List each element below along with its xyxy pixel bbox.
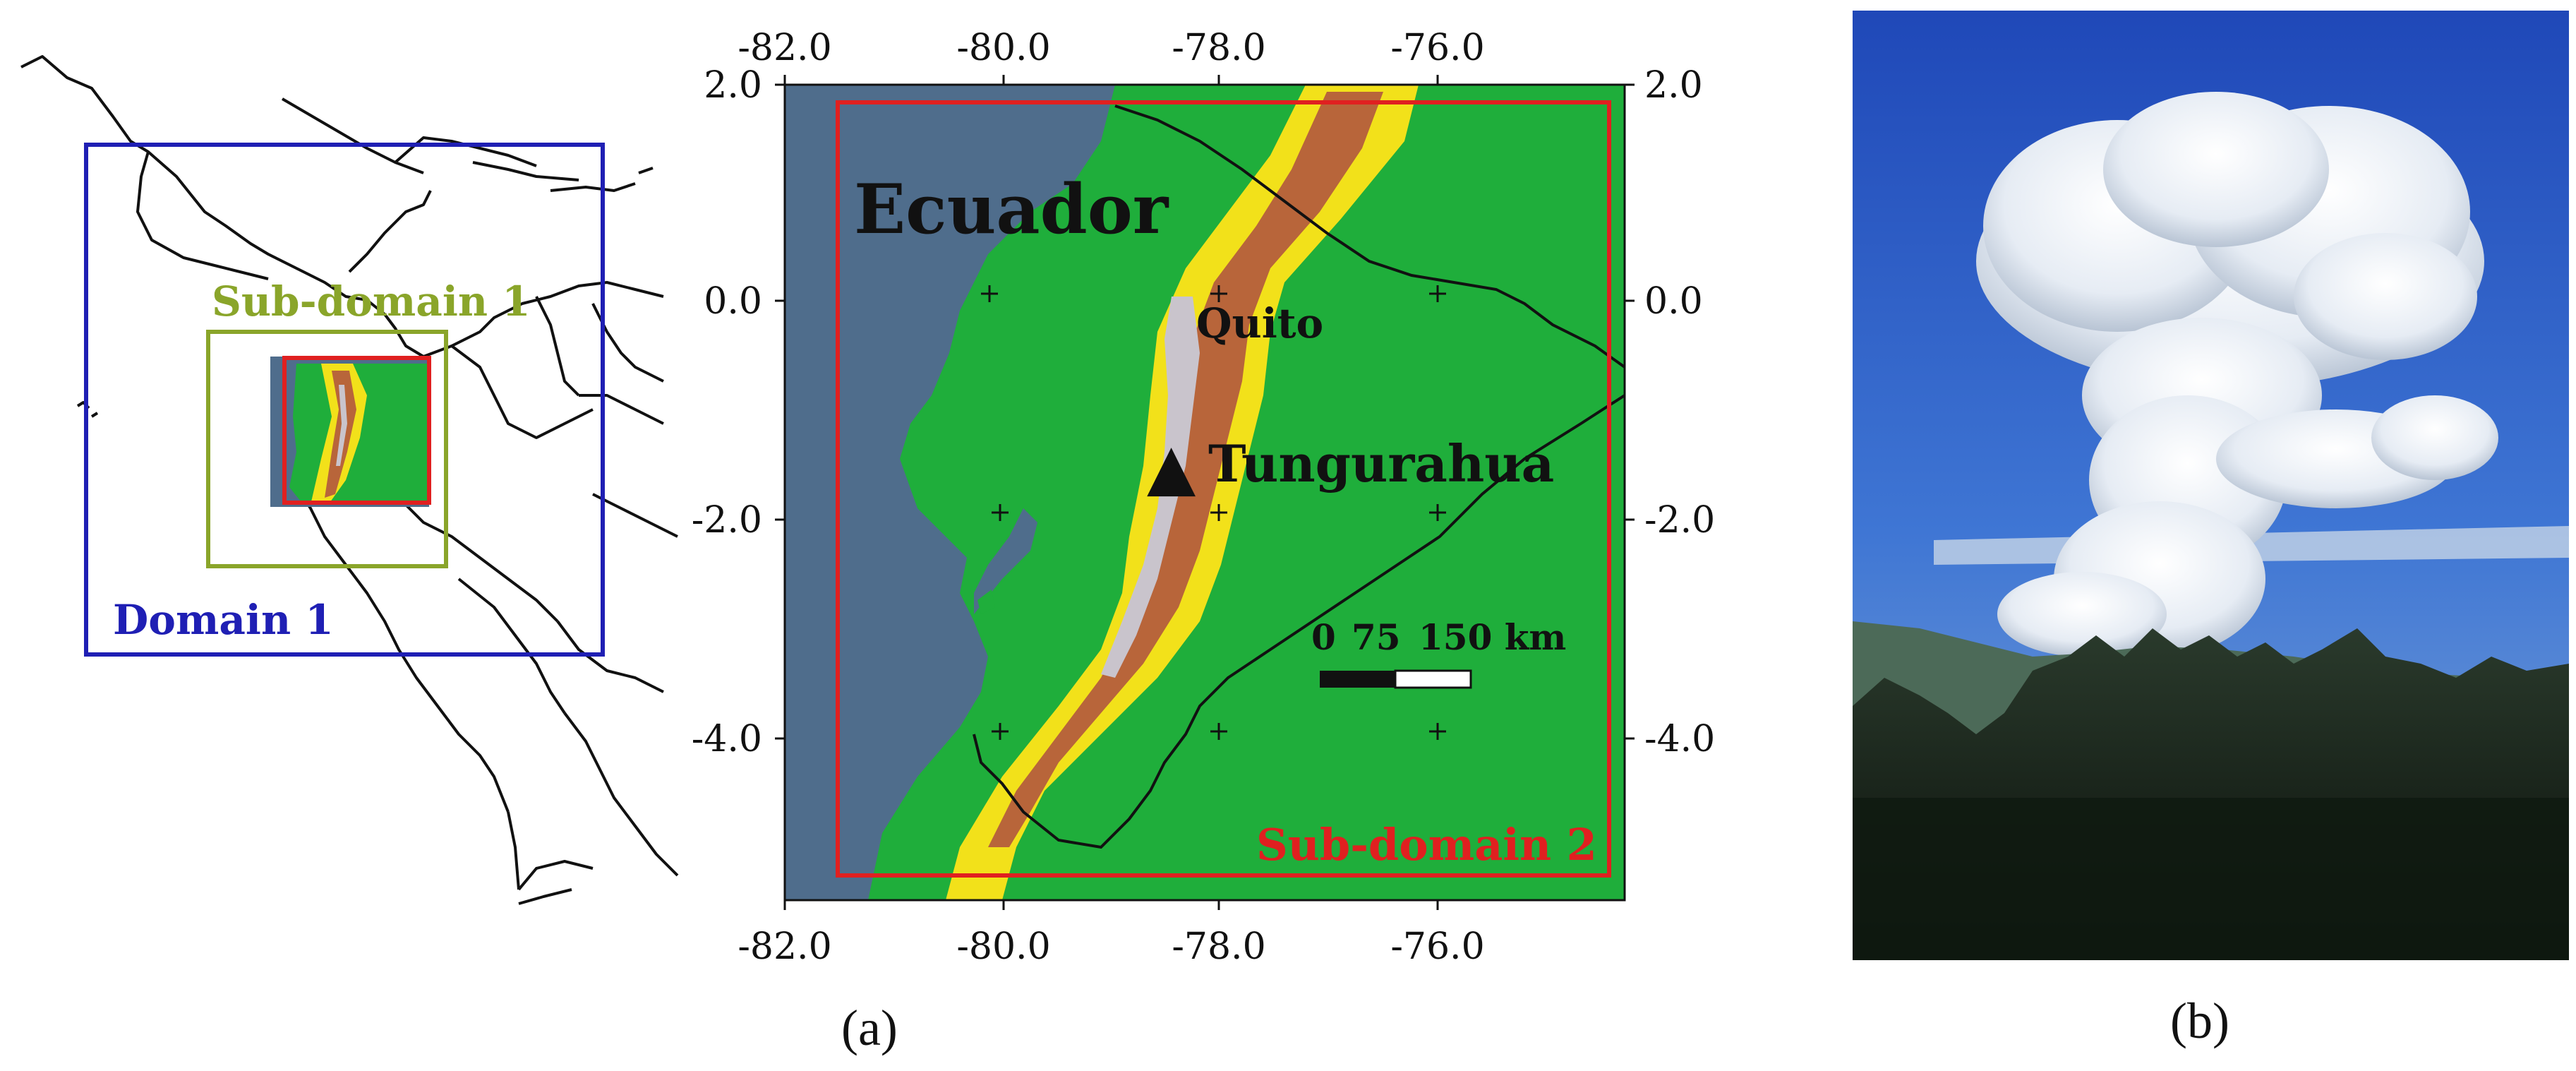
subdomain2-label: Sub-domain 2 <box>1256 819 1597 870</box>
panel-label-b: (b) <box>2170 993 2229 1049</box>
lon-tick-top-2: -80.0 <box>956 27 1050 69</box>
puna-island <box>977 590 995 614</box>
lat-tick-left-1: 2.0 <box>704 64 762 107</box>
land-lowland <box>868 85 1625 900</box>
lat-tick-left-2: 0.0 <box>704 280 762 323</box>
country-borders <box>973 104 1625 849</box>
land-peaks <box>1101 297 1200 678</box>
lon-tick-top-4: -76.0 <box>1390 27 1484 69</box>
lat-tick-left-3: -2.0 <box>692 499 762 542</box>
lat-tick-right-2: 0.0 <box>1644 280 1703 323</box>
lon-tick-bottom-2: -80.0 <box>956 926 1050 968</box>
lon-tick-top-3: -78.0 <box>1172 27 1265 69</box>
lon-tick-bottom-4: -76.0 <box>1390 926 1484 968</box>
ash-plume <box>1976 92 2498 657</box>
subdomain2-box <box>836 100 1611 878</box>
detail-map: -82.0 -80.0 -78.0 -76.0 -82.0 -80.0 -78.… <box>692 27 1716 968</box>
volcano-label: Tungurahua <box>1208 433 1554 493</box>
subdomain1-box <box>206 330 448 568</box>
graticule-crosses <box>981 285 1446 740</box>
scale-tick-0: 0 <box>1311 616 1336 658</box>
domain1-box <box>84 143 605 657</box>
map-frame <box>783 83 1626 902</box>
subdomain1-label: Sub-domain 1 <box>212 277 531 325</box>
eruption-photo <box>1853 11 2569 960</box>
lat-tick-left-4: -4.0 <box>692 718 762 760</box>
city-label: Quito <box>1196 299 1323 347</box>
land-highland <box>988 92 1383 847</box>
scale-bar: 0 75 150 km <box>1311 616 1566 689</box>
lon-tick-bottom-3: -78.0 <box>1172 926 1265 968</box>
mini-terrain-inset <box>270 356 431 507</box>
scale-tick-75: 75 <box>1352 616 1401 658</box>
country-label: Ecuador <box>854 169 1169 249</box>
scale-tick-150: 150 km <box>1419 616 1566 658</box>
domain1-label: Domain 1 <box>113 596 334 644</box>
lat-tick-right-3: -2.0 <box>1644 499 1715 542</box>
lon-tick-top-1: -82.0 <box>738 27 831 69</box>
gulf-water <box>974 508 1037 614</box>
panel-label-a: (a) <box>841 1000 898 1056</box>
volcano-marker: ▲ <box>1147 430 1196 504</box>
lon-tick-bottom-1: -82.0 <box>738 926 831 968</box>
lat-tick-right-4: -4.0 <box>1644 718 1715 760</box>
lat-tick-right-1: 2.0 <box>1644 64 1703 107</box>
axis-ticks <box>775 75 1635 910</box>
overview-map: Sub-domain 1 Domain 1 <box>20 55 679 905</box>
